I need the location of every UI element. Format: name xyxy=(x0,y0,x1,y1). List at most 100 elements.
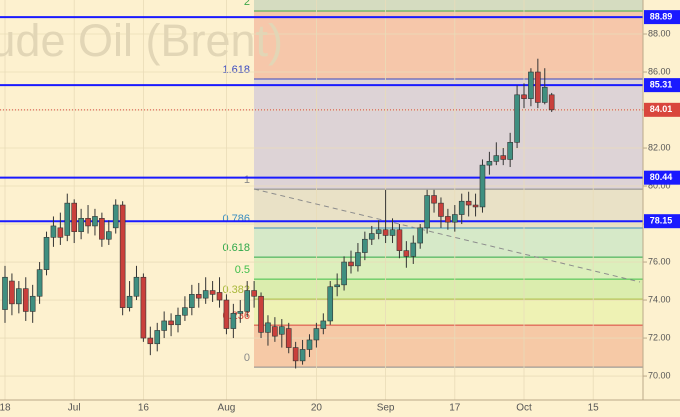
fib-band xyxy=(254,11,643,80)
watermark-area: Crude Oil (Brent) xyxy=(0,15,283,66)
candle-body xyxy=(265,322,271,333)
x-tick-label: 16 xyxy=(138,403,150,414)
candle-body xyxy=(320,320,327,329)
candle-body xyxy=(493,155,500,162)
fib-band xyxy=(254,299,643,326)
candle-body xyxy=(147,337,154,345)
candle-body xyxy=(119,204,126,308)
candle-body xyxy=(106,231,112,240)
x-tick-label: Aug xyxy=(218,403,236,414)
candle-body xyxy=(479,164,486,208)
candle-body xyxy=(438,202,444,217)
fib-label: 0.5 xyxy=(235,264,250,276)
trend-line xyxy=(253,188,641,283)
candle-body xyxy=(202,290,209,299)
candle-body xyxy=(195,294,202,299)
candle-body xyxy=(299,349,306,362)
y-tick-label: 80.00 xyxy=(648,180,671,190)
candle-body xyxy=(71,202,77,232)
candle-body xyxy=(99,218,105,240)
candle-body xyxy=(258,295,264,333)
candle-body xyxy=(541,86,548,103)
level-tag xyxy=(644,214,680,229)
candle-body xyxy=(548,94,555,111)
candle-body xyxy=(78,218,84,232)
fib-band xyxy=(254,0,643,12)
candle-body xyxy=(382,229,389,236)
candle-body xyxy=(237,311,244,314)
candle-body xyxy=(486,161,493,166)
candle-body xyxy=(50,225,57,238)
candle-body xyxy=(355,252,361,267)
candle-body xyxy=(133,276,140,297)
candle-body xyxy=(244,290,250,312)
level-tag xyxy=(644,170,680,185)
candle-body xyxy=(348,261,354,267)
candle-body xyxy=(368,233,375,240)
level-tag xyxy=(644,78,680,93)
candle-body xyxy=(410,242,417,257)
fib-label: 2 xyxy=(244,0,250,8)
candle-body xyxy=(92,216,98,227)
candle-body xyxy=(182,307,188,316)
candle-body xyxy=(251,290,257,297)
candle-body xyxy=(507,142,513,160)
candle-body xyxy=(458,200,465,215)
y-tick-label: 82.00 xyxy=(648,142,671,152)
candle-body xyxy=(216,292,223,301)
candle-body xyxy=(389,229,396,236)
y-tick-label: 72.00 xyxy=(648,332,671,342)
candle-body xyxy=(465,200,472,206)
candle-body xyxy=(403,250,410,257)
watermark: Crude Oil (Brent) xyxy=(0,15,283,66)
candle-body xyxy=(327,286,334,322)
candle-body xyxy=(417,227,424,244)
last-price-tag xyxy=(644,102,680,117)
candle-body xyxy=(140,276,147,339)
candle-body xyxy=(313,328,320,341)
fib-label: 1 xyxy=(244,174,250,186)
candle-body xyxy=(306,339,313,350)
x-tick-label: Jul xyxy=(68,403,81,414)
candle-body xyxy=(334,284,340,288)
fib-band xyxy=(254,325,643,368)
candle-body xyxy=(431,195,437,204)
candle-body xyxy=(29,295,36,312)
candle-body xyxy=(341,261,347,286)
candle-body xyxy=(126,295,133,308)
x-tick-label: 17 xyxy=(449,403,461,414)
candle-body xyxy=(535,71,541,103)
fib-band xyxy=(254,79,643,190)
y-tick-label: 70.00 xyxy=(648,370,671,380)
candle-body xyxy=(445,216,451,223)
candle-body xyxy=(9,280,15,305)
fib-band xyxy=(254,228,643,258)
candle-body xyxy=(272,326,278,337)
x-tick-label: Oct xyxy=(516,403,532,414)
candle-body xyxy=(154,330,161,345)
candle-body xyxy=(521,94,527,99)
candle-body xyxy=(230,313,237,329)
candle-body xyxy=(528,71,534,99)
candle-body xyxy=(16,288,22,305)
x-tick-label: Sep xyxy=(377,403,395,414)
candle-body xyxy=(112,204,119,229)
candle-body xyxy=(500,155,507,160)
x-tick-label: 18 xyxy=(0,403,11,414)
y-tick-label: 74.00 xyxy=(648,294,671,304)
candle-body xyxy=(85,218,91,227)
x-tick-label: 20 xyxy=(311,403,323,414)
level-tag xyxy=(644,10,680,25)
candle-body xyxy=(36,269,43,297)
level-label: 88.89 xyxy=(650,11,673,21)
candle-body xyxy=(514,94,520,143)
candle-body xyxy=(375,229,382,234)
fib-label: 0.236 xyxy=(222,310,250,322)
candle-body xyxy=(43,237,50,270)
last-price-label: 84.01 xyxy=(650,104,673,114)
y-tick-label: 88.00 xyxy=(648,28,671,38)
level-label: 80.44 xyxy=(650,172,673,182)
candle-body xyxy=(362,238,368,253)
